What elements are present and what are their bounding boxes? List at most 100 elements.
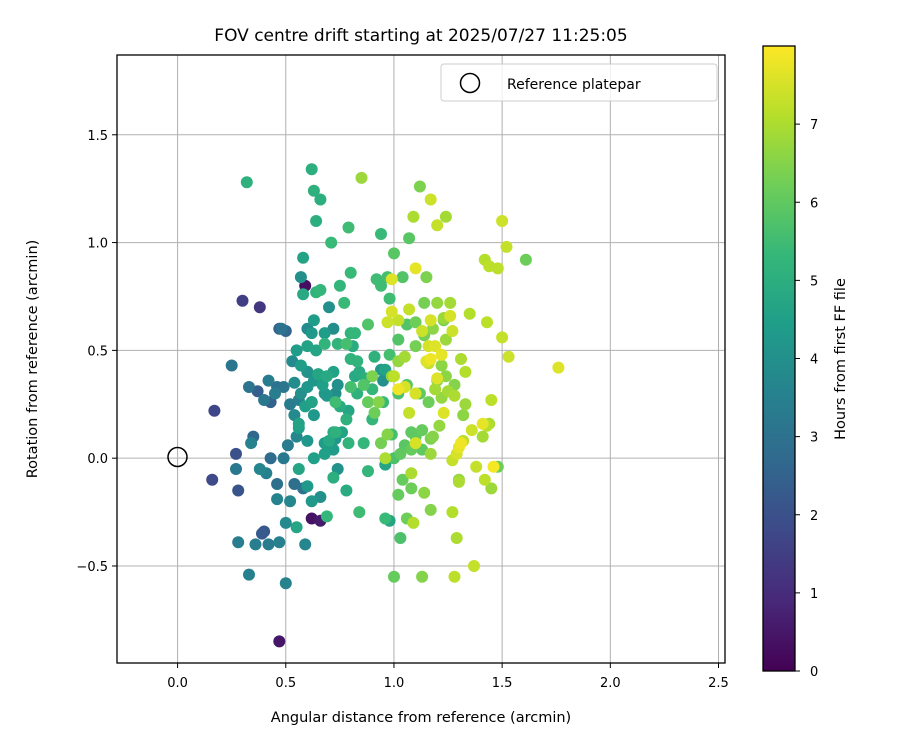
data-point [476, 430, 489, 443]
data-point [368, 350, 381, 363]
data-point [487, 460, 500, 473]
data-point [485, 394, 498, 406]
data-point [225, 359, 238, 372]
data-point [240, 176, 253, 189]
x-tick-label: 2.0 [600, 676, 621, 691]
data-point [392, 488, 405, 501]
data-point [381, 428, 394, 441]
data-point [262, 374, 275, 387]
data-point [444, 296, 457, 309]
data-point [253, 301, 266, 314]
data-point [502, 350, 515, 363]
chart-title: FOV centre drift starting at 2025/07/27 … [214, 26, 627, 46]
data-point [385, 273, 398, 286]
data-point [327, 471, 340, 484]
data-point [496, 215, 509, 227]
data-point [392, 383, 405, 396]
data-point [392, 314, 405, 327]
data-point [388, 247, 400, 260]
data-point [305, 396, 318, 409]
data-point [362, 396, 374, 409]
data-point [470, 460, 483, 473]
data-point [344, 381, 357, 393]
data-point [455, 353, 467, 365]
data-point [392, 333, 405, 346]
data-point [320, 389, 333, 402]
data-point [351, 355, 364, 368]
data-point [496, 331, 509, 344]
y-tick-label: −0.5 [76, 560, 108, 575]
data-point [275, 322, 288, 335]
data-point [455, 437, 467, 450]
data-point [340, 484, 353, 497]
data-point [485, 482, 498, 495]
scatter-points [206, 163, 565, 648]
data-point [424, 353, 437, 365]
y-tick-label: 0.0 [87, 452, 108, 467]
data-point [424, 447, 437, 460]
data-point [416, 570, 429, 583]
data-point [264, 452, 277, 465]
x-tick-label: 0.0 [167, 676, 188, 691]
colorbar-tick-label: 2 [810, 509, 818, 524]
data-point [325, 236, 338, 249]
colorbar-tick-label: 5 [810, 274, 818, 289]
reference-platepar-marker [167, 446, 188, 468]
data-point [318, 327, 331, 340]
legend-box [440, 63, 718, 102]
data-point [379, 512, 392, 525]
data-point [403, 406, 416, 419]
data-point [418, 486, 431, 499]
data-point [294, 359, 307, 372]
data-point [310, 215, 323, 227]
data-point [396, 473, 409, 486]
data-point [273, 536, 286, 549]
data-point [383, 348, 396, 361]
data-point [292, 463, 305, 475]
data-point [208, 404, 221, 417]
data-point [249, 538, 262, 551]
data-point [342, 437, 355, 450]
data-point [519, 253, 532, 266]
data-point [232, 484, 245, 497]
data-point [394, 447, 407, 460]
data-point [409, 387, 422, 400]
data-point [457, 409, 470, 422]
data-point [372, 396, 385, 409]
data-point [318, 337, 331, 350]
data-point [468, 560, 480, 572]
data-point [407, 210, 420, 223]
data-point [448, 570, 461, 583]
data-point [422, 396, 435, 409]
data-point [305, 495, 318, 508]
data-point [420, 271, 433, 284]
data-point [491, 262, 504, 275]
colorbar-ticks: 0 1 2 3 4 5 6 7 [795, 118, 818, 680]
data-point [245, 437, 258, 450]
data-point [320, 370, 333, 383]
data-point [305, 327, 318, 340]
data-point [366, 370, 379, 383]
data-point [398, 350, 411, 363]
data-point [459, 365, 472, 378]
data-point [301, 480, 314, 493]
legend-label-reference-platepar: Reference platepar [507, 77, 641, 93]
data-point [318, 447, 331, 460]
data-point [279, 516, 292, 529]
data-point [435, 359, 448, 372]
data-point [379, 452, 392, 465]
data-point [452, 475, 465, 488]
data-point [236, 294, 249, 307]
data-point [413, 180, 426, 193]
data-point [258, 394, 271, 406]
data-point [230, 447, 242, 460]
data-point [405, 467, 418, 480]
data-point [290, 344, 303, 357]
data-point [394, 532, 407, 544]
data-point [385, 305, 398, 318]
data-point [281, 439, 294, 452]
data-point [500, 240, 513, 253]
data-point [368, 406, 381, 419]
data-point [277, 381, 290, 393]
data-point [409, 437, 422, 450]
